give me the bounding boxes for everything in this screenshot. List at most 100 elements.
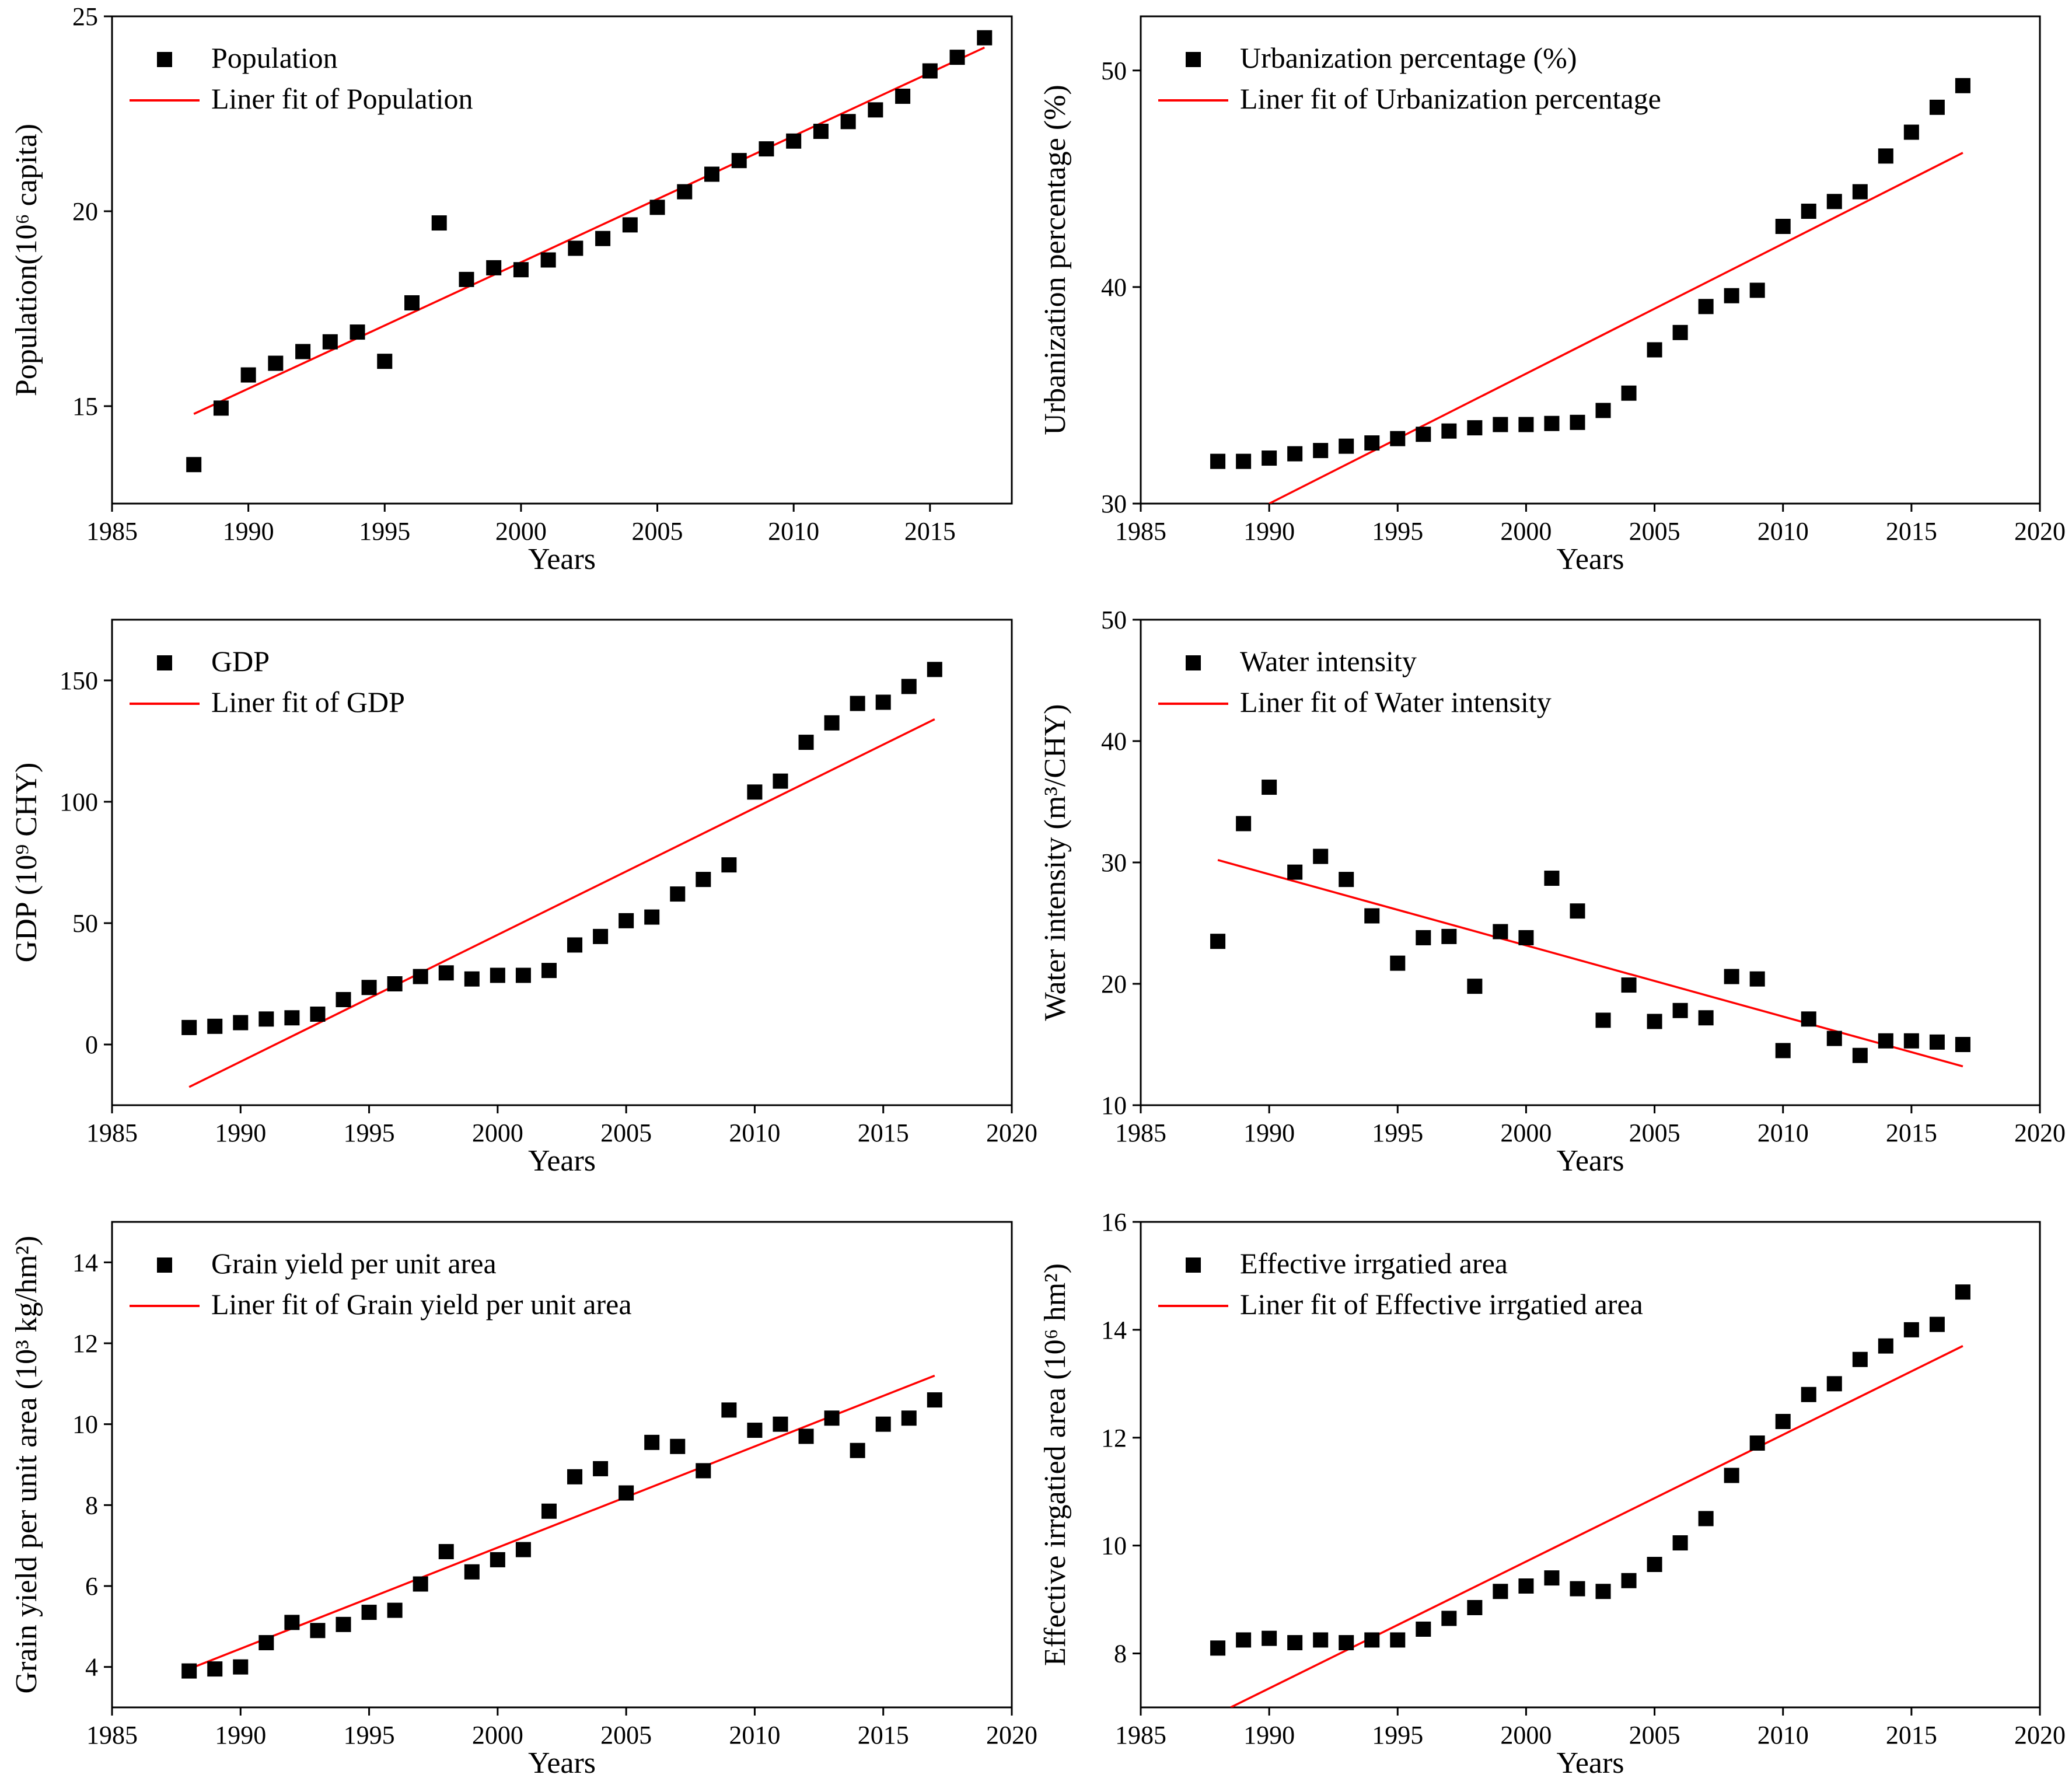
fit-line	[1217, 859, 1963, 1068]
data-point	[387, 976, 403, 991]
legend-marker-icon	[157, 655, 172, 670]
legend-marker-icon	[157, 1257, 172, 1273]
data-point	[1467, 420, 1483, 436]
data-point	[1595, 403, 1611, 418]
legend-label-fit: Liner fit of GDP	[211, 686, 405, 718]
data-point	[1672, 1002, 1688, 1018]
data-point	[486, 260, 502, 275]
legend-label-data: Urbanization percentage (%)	[1240, 41, 1577, 74]
data-point	[336, 992, 351, 1008]
x-tick-label: 2020	[986, 1721, 1037, 1749]
data-point	[1647, 342, 1662, 358]
x-tick-label: 2000	[472, 1721, 523, 1749]
chart-panel-1: 1985 1990 1995 2000 2005 2010 2015 15 20 25 Years P…	[10, 2, 1013, 576]
data-point	[1801, 204, 1816, 219]
data-point	[515, 1542, 531, 1557]
data-point	[284, 1010, 300, 1026]
data-point	[1852, 1047, 1868, 1063]
y-tick-label: 30	[1101, 490, 1127, 518]
data-point	[593, 928, 609, 944]
data-point	[850, 1442, 865, 1458]
x-tick-label: 2015	[858, 1119, 909, 1147]
data-point	[464, 1564, 480, 1580]
data-point	[1364, 908, 1380, 924]
data-point	[1262, 780, 1277, 795]
y-tick-label: 15	[72, 392, 98, 421]
y-tick-label: 150	[60, 666, 98, 695]
data-point	[759, 141, 774, 157]
x-tick-label: 1995	[344, 1721, 395, 1749]
fit-line	[1269, 152, 1963, 504]
data-point	[868, 102, 883, 118]
data-point	[1698, 1511, 1714, 1526]
data-point	[1929, 1034, 1945, 1050]
legend-marker-icon	[1186, 1257, 1201, 1273]
data-point	[336, 1616, 351, 1632]
x-tick-label: 1985	[86, 517, 138, 546]
data-point	[593, 1461, 609, 1476]
data-point	[1236, 453, 1252, 469]
data-point	[350, 324, 365, 340]
x-tick-label: 2010	[729, 1119, 780, 1147]
y-axis-title: Effective irrgatied area (10⁶ hm²)	[1039, 1263, 1072, 1666]
data-point	[213, 400, 229, 416]
data-point	[677, 184, 693, 200]
fit-line	[193, 46, 986, 415]
data-point	[1570, 414, 1585, 430]
data-point	[1493, 924, 1508, 939]
data-point	[1236, 1632, 1252, 1648]
data-point	[773, 773, 788, 789]
x-tick-label: 1990	[1243, 1721, 1295, 1749]
data-point	[704, 166, 719, 182]
fit-line	[188, 1374, 935, 1670]
data-point	[798, 1428, 814, 1444]
data-series	[1210, 78, 1970, 469]
data-point	[322, 334, 338, 350]
data-point	[387, 1602, 403, 1618]
y-tick-label: 12	[1101, 1424, 1127, 1452]
x-tick-label: 2020	[2014, 1721, 2066, 1749]
legend-label-fit: Liner fit of Grain yield per unit area	[211, 1288, 632, 1321]
data-point	[895, 88, 911, 104]
y-axis-title: GDP (10⁹ CHY)	[10, 763, 43, 963]
data-point	[721, 857, 737, 873]
x-axis-title: Years	[1556, 1144, 1624, 1178]
data-point	[568, 240, 583, 256]
data-point	[1903, 1322, 1919, 1337]
data-point	[541, 963, 557, 979]
data-point	[567, 1469, 583, 1484]
data-point	[1416, 930, 1431, 945]
data-point	[186, 457, 202, 473]
x-axis-title: Years	[1556, 543, 1624, 576]
y-tick-label: 40	[1101, 273, 1127, 302]
data-point	[207, 1661, 223, 1677]
legend-label-data: Grain yield per unit area	[211, 1247, 497, 1280]
data-point	[1313, 848, 1329, 864]
legend-marker-icon	[157, 52, 172, 67]
data-point	[1467, 979, 1483, 994]
data-point	[413, 1576, 428, 1592]
x-tick-label: 1995	[1372, 517, 1423, 546]
data-point	[927, 662, 942, 677]
data-point	[1621, 977, 1637, 993]
x-tick-label: 2000	[1500, 517, 1552, 546]
data-point	[490, 1552, 505, 1567]
data-point	[649, 200, 665, 215]
data-point	[901, 679, 917, 694]
x-tick-label: 1985	[86, 1721, 138, 1749]
y-axis-title: Water intensity (m³/CHY)	[1039, 704, 1072, 1021]
data-point	[1826, 1376, 1842, 1392]
x-tick-label: 2010	[1757, 517, 1809, 546]
chart-panel-2: 1985 1990 1995 2000 2005 2010 2015 2020 30 40 50 Ye…	[1039, 15, 2066, 576]
y-tick-label: 20	[72, 197, 98, 226]
y-tick-label: 4	[85, 1653, 98, 1682]
y-tick-label: 8	[1114, 1640, 1127, 1668]
data-point	[1878, 1338, 1893, 1354]
data-point	[284, 1615, 300, 1630]
data-point	[1878, 1033, 1893, 1049]
fit-line	[188, 718, 935, 1088]
x-tick-label: 2000	[1500, 1721, 1552, 1749]
data-point	[1955, 78, 1970, 93]
data-point	[1595, 1012, 1611, 1028]
y-axis-title: Grain yield per unit area (10³ kg/hm²)	[10, 1236, 43, 1694]
